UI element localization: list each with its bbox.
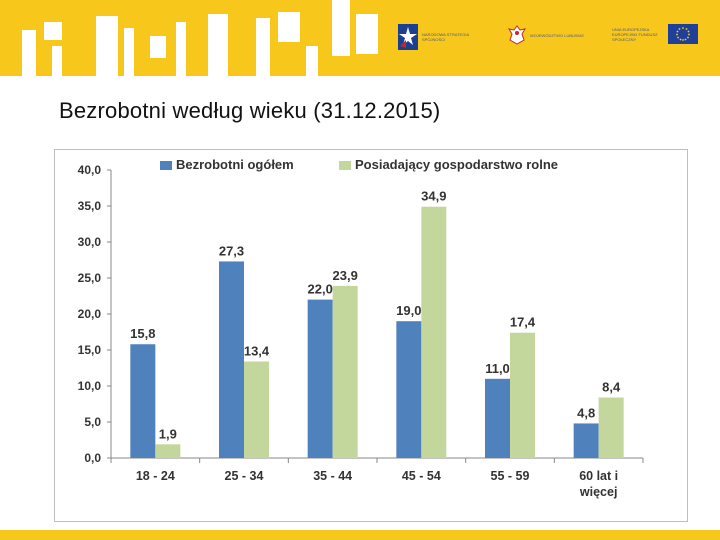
data-label: 34,9 (421, 189, 446, 204)
legend-swatch (160, 161, 172, 170)
y-tick-label: 40,0 (78, 163, 102, 177)
data-label: 15,8 (130, 326, 155, 341)
bar-posiadajacy-gospodarstwo (510, 332, 535, 458)
x-tick-label: 55 - 59 (491, 469, 530, 483)
y-tick-label: 0,0 (84, 451, 101, 465)
x-tick-label: 35 - 44 (313, 469, 352, 483)
y-tick-label: 15,0 (78, 343, 102, 357)
bar-posiadajacy-gospodarstwo (598, 397, 624, 458)
decorative-block (256, 18, 270, 76)
ministry-emblem-logo: WOJEWÓDZTWO LUBUSKIE (508, 24, 586, 46)
bar-bezrobotni-ogolem (307, 299, 333, 458)
x-tick-label: 60 lat i (579, 469, 618, 483)
y-tick-label: 5,0 (84, 415, 101, 429)
fundusze-europejskie-logo: NARODOWA STRATEGIA SPÓJNOŚCI (398, 24, 478, 50)
logo-caption: NARODOWA STRATEGIA SPÓJNOŚCI (422, 32, 469, 42)
x-tick-label: 25 - 34 (225, 469, 264, 483)
logo-caption: UNIA EUROPEJSKA EUROPEJSKI FUNDUSZ SPOŁE… (612, 26, 658, 42)
data-label: 19,0 (396, 303, 421, 318)
decorative-block (52, 46, 62, 76)
decorative-block (150, 36, 166, 58)
decorative-block (306, 46, 318, 76)
data-label: 17,4 (510, 315, 536, 330)
bar-bezrobotni-ogolem (396, 321, 422, 458)
decorative-block (176, 22, 186, 76)
bar-posiadajacy-gospodarstwo (244, 361, 269, 458)
y-tick-label: 30,0 (78, 235, 102, 249)
bar-bezrobotni-ogolem (485, 378, 510, 458)
slide-title: Bezrobotni według wieku (31.12.2015) (59, 98, 441, 123)
decorative-block (332, 0, 350, 56)
legend-label: Posiadający gospodarstwo rolne (355, 157, 558, 172)
x-tick-label: więcej (579, 485, 618, 499)
bar-posiadajacy-gospodarstwo (332, 285, 358, 458)
y-tick-label: 35,0 (78, 199, 102, 213)
data-label: 11,0 (485, 361, 510, 376)
bar-posiadajacy-gospodarstwo (421, 206, 447, 458)
y-tick-label: 25,0 (78, 271, 102, 285)
bar-posiadajacy-gospodarstwo (155, 444, 181, 458)
data-label: 8,4 (602, 380, 621, 395)
logo-caption: WOJEWÓDZTWO LUBUSKIE (530, 32, 584, 38)
x-tick-label: 45 - 54 (402, 469, 441, 483)
legend-swatch (339, 161, 351, 170)
chart-frame: 0,0 5,0 10,0 15,0 20,0 25,0 30,0 35,0 40,0 15,8 1,… (54, 149, 688, 522)
bar-bezrobotni-ogolem (573, 423, 599, 458)
data-label: 23,9 (333, 268, 358, 283)
bar-bezrobotni-ogolem (219, 261, 244, 458)
decorative-block (356, 14, 378, 54)
decorative-block (22, 30, 36, 76)
data-label: 27,3 (219, 243, 244, 258)
decorative-block (208, 14, 228, 76)
decorative-block (44, 22, 62, 40)
x-tick-label: 18 - 24 (136, 469, 175, 483)
legend-label: Bezrobotni ogółem (176, 157, 294, 172)
bar-chart: 0,0 5,0 10,0 15,0 20,0 25,0 30,0 35,0 40,0 15,8 1,… (78, 157, 644, 499)
data-label: 13,4 (244, 344, 270, 359)
eu-flag-icon (668, 24, 698, 44)
eu-flag-logo: UNIA EUROPEJSKA EUROPEJSKI FUNDUSZ SPOŁE… (612, 24, 698, 44)
eagle-emblem-icon (508, 25, 526, 45)
decorative-block (96, 16, 118, 76)
header-band: NARODOWA STRATEGIA SPÓJNOŚCI WOJEWÓDZTWO… (0, 0, 720, 76)
y-tick-label: 10,0 (78, 379, 102, 393)
y-tick-label: 20,0 (78, 307, 102, 321)
bar-bezrobotni-ogolem (130, 344, 156, 458)
star-emblem-icon (398, 24, 418, 50)
decorative-block (278, 12, 300, 42)
data-label: 4,8 (577, 405, 595, 420)
decorative-block (124, 28, 134, 76)
footer-band (0, 530, 720, 540)
data-label: 1,9 (159, 426, 177, 441)
data-label: 22,0 (308, 282, 333, 297)
